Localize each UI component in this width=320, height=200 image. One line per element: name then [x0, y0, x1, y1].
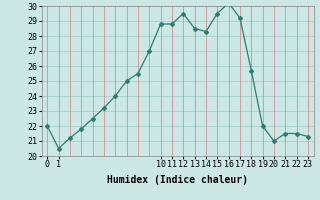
X-axis label: Humidex (Indice chaleur): Humidex (Indice chaleur)	[107, 175, 248, 185]
